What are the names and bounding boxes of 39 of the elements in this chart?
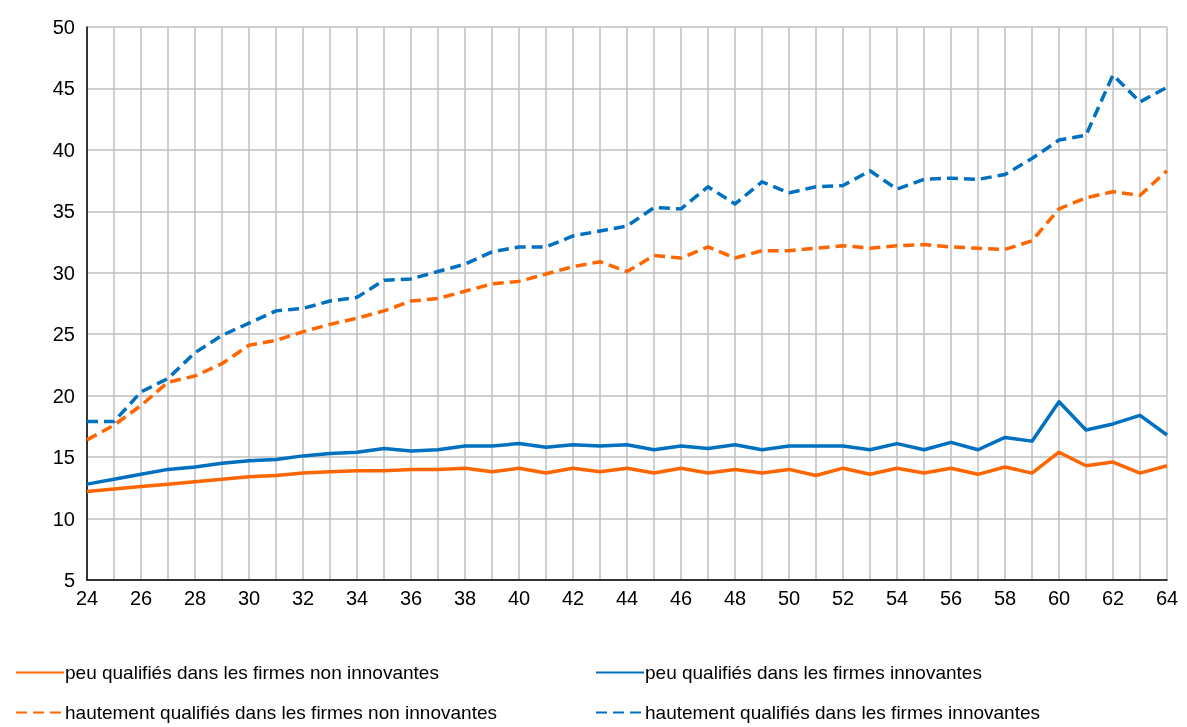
x-tick-label: 32 bbox=[291, 587, 315, 609]
x-tick-label: 48 bbox=[723, 587, 747, 609]
x-tick-label: 42 bbox=[561, 587, 585, 609]
x-tick-label: 36 bbox=[399, 587, 423, 609]
y-tick-label: 5 bbox=[63, 569, 75, 591]
y-tick-label: 15 bbox=[52, 446, 75, 469]
y-tick-label: 40 bbox=[52, 138, 75, 161]
x-tick-label: 52 bbox=[831, 587, 855, 609]
x-tick-label: 46 bbox=[669, 587, 693, 609]
y-tick-label: 45 bbox=[52, 77, 75, 100]
x-tick-label: 38 bbox=[453, 587, 477, 609]
line-series bbox=[85, 400, 1169, 486]
x-tick-label: 50 bbox=[777, 587, 801, 609]
legend-label: peu qualifiés dans les firmes innovantes bbox=[645, 662, 982, 683]
x-tick-label: 34 bbox=[345, 587, 369, 609]
y-tick-label: 25 bbox=[52, 323, 75, 346]
x-tick-label: 60 bbox=[1047, 587, 1071, 609]
x-tick-label: 44 bbox=[615, 587, 639, 609]
x-tick-label: 58 bbox=[993, 587, 1017, 609]
legend-label: hautement qualifiés dans les firmes non innovantes bbox=[65, 702, 497, 723]
y-tick-label: 30 bbox=[52, 261, 75, 284]
x-tick-label: 40 bbox=[507, 587, 531, 609]
legend-label: hautement qualifiés dans les firmes innovantes bbox=[645, 702, 1041, 723]
y-tick-label: 10 bbox=[52, 507, 75, 530]
line-series bbox=[85, 169, 1169, 442]
y-tick-label: 50 bbox=[52, 16, 75, 38]
x-tick-label: 64 bbox=[1155, 587, 1179, 609]
x-tick-label: 28 bbox=[183, 587, 207, 609]
y-tick-label: 20 bbox=[52, 384, 75, 407]
x-tick-label: 30 bbox=[237, 587, 261, 609]
x-tick-label: 62 bbox=[1101, 587, 1125, 609]
line-series bbox=[85, 450, 1169, 494]
x-tick-label: 24 bbox=[75, 587, 99, 609]
line-series bbox=[85, 73, 1169, 424]
legend-label: peu qualifiés dans les firmes non innovantes bbox=[65, 662, 439, 683]
x-tick-label: 54 bbox=[885, 587, 909, 609]
x-tick-label: 56 bbox=[939, 587, 963, 609]
y-tick-label: 35 bbox=[52, 200, 75, 223]
x-tick-label: 26 bbox=[129, 587, 153, 609]
